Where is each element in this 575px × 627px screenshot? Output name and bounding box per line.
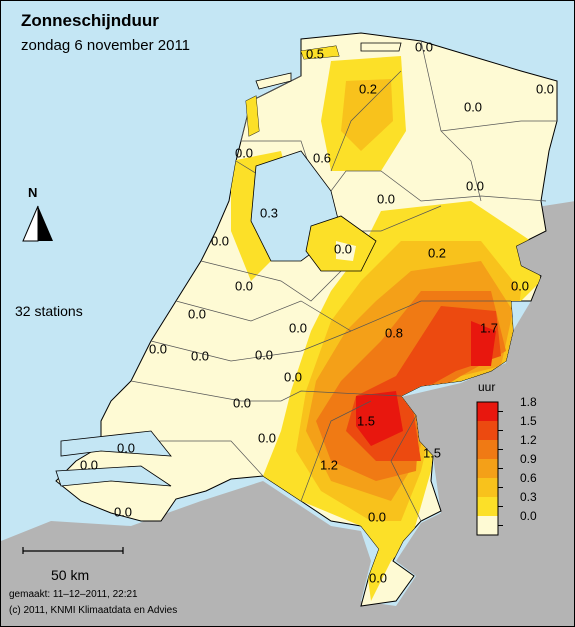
station-value: 0.2	[427, 245, 447, 261]
legend-label: 1.5	[520, 414, 537, 428]
station-value: 0.0	[257, 430, 277, 446]
station-value: 0.0	[190, 348, 210, 364]
station-value: 0.0	[232, 395, 252, 411]
station-value: 0.0	[234, 278, 254, 294]
station-value: 1.7	[479, 320, 499, 336]
map-title: Zonneschijnduur	[21, 11, 159, 30]
legend-title: uur	[478, 380, 496, 394]
north-arrow-left	[22, 205, 39, 242]
legend-swatch	[477, 497, 498, 516]
station-value: 0.0	[79, 457, 99, 473]
legend-label: 0.6	[520, 471, 537, 485]
station-value-extra: 0.0	[367, 509, 387, 525]
made-timestamp: gemaakt: 11–12–2011, 22:21	[9, 589, 138, 600]
station-value: 0.0	[465, 178, 485, 194]
station-value: 1.5	[356, 413, 376, 429]
texel-tint	[246, 96, 259, 136]
station-value: 0.0	[510, 278, 530, 294]
station-value: 0.0	[254, 347, 274, 363]
legend-swatch	[477, 459, 498, 478]
stations-count: 32 stations	[15, 303, 83, 319]
map-subtitle: zondag 6 november 2011	[21, 37, 191, 54]
legend-swatch	[477, 516, 498, 535]
station-value: 1.5	[422, 445, 442, 461]
station-value: 0.0	[535, 81, 555, 97]
legend-label: 0.3	[520, 490, 537, 504]
station-value: 0.5	[305, 46, 325, 62]
legend-label: 0.0	[520, 509, 537, 523]
station-value: 0.0	[288, 320, 308, 336]
legend-swatch	[477, 478, 498, 497]
station-value: 0.0	[210, 233, 230, 249]
legend-swatch	[477, 402, 498, 421]
zeeland-waters	[55, 430, 172, 487]
legend-label: 1.2	[520, 433, 537, 447]
station-value: 0.0	[187, 306, 207, 322]
station-value: 1.2	[319, 457, 339, 473]
station-value: 0.6	[312, 150, 332, 166]
station-value: 0.0	[414, 39, 434, 55]
legend-swatches	[476, 401, 503, 536]
station-value: 0.0	[148, 341, 168, 357]
legend-label: 1.8	[520, 395, 537, 409]
station-value: 0.2	[358, 81, 378, 97]
legend-label: 0.9	[520, 452, 537, 466]
station-value: 0.0	[113, 504, 133, 520]
station-value: 0.0	[116, 440, 136, 456]
north-label: N	[28, 185, 38, 200]
north-arrow-right	[38, 206, 53, 241]
station-value: 0.8	[384, 325, 404, 341]
flevoland-white-patch	[336, 241, 356, 261]
station-value: 0.0	[333, 241, 353, 257]
station-value-extra: 0.0	[368, 570, 388, 586]
abroad-land	[1, 201, 574, 626]
scale-bar	[22, 547, 124, 554]
station-value: 0.0	[283, 369, 303, 385]
legend-swatch	[477, 440, 498, 459]
terschelling-tint	[301, 46, 339, 59]
station-value: 0.0	[463, 99, 483, 115]
copyright: (c) 2011, KNMI Klimaatdata en Advies	[9, 605, 178, 616]
station-value: 0.0	[376, 191, 396, 207]
legend-swatch	[477, 421, 498, 440]
station-value: 0.0	[234, 145, 254, 161]
scale-label: 50 km	[51, 567, 90, 583]
station-value: 0.3	[259, 205, 279, 221]
